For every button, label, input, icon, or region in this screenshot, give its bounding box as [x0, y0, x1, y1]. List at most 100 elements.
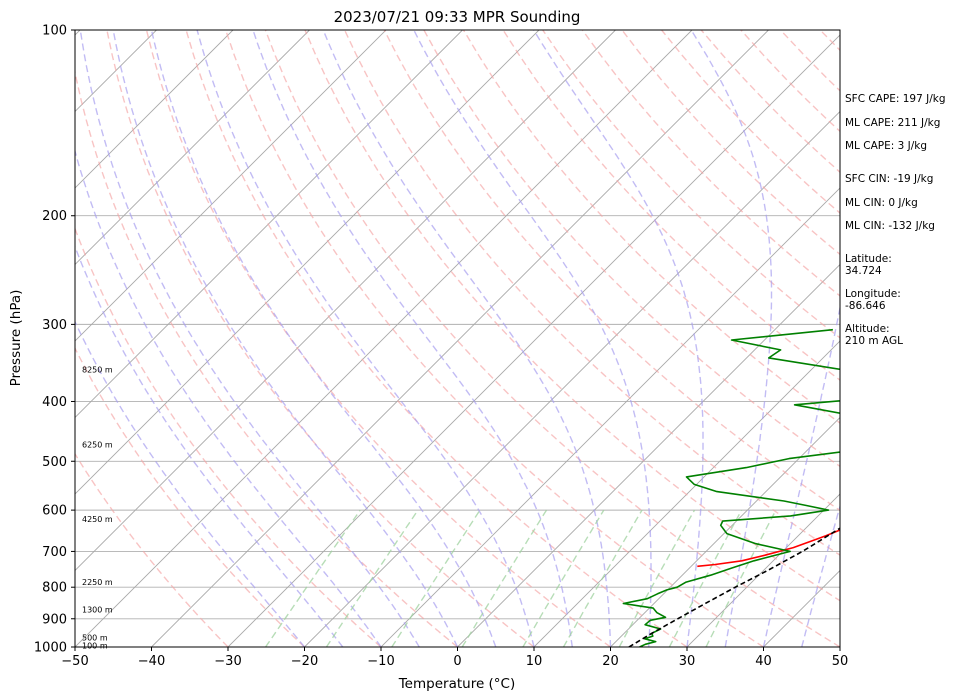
- plot-frame: [74, 29, 841, 648]
- moist-adiabat-line: [801, 503, 840, 647]
- sounding-series: [622, 328, 840, 647]
- dry-adiabat-line: [75, 452, 229, 647]
- mixing-ratio-line: [461, 509, 548, 647]
- y-axis-ticks: 1000 900 800 700 600 500 400 300 200 100: [34, 24, 75, 656]
- dry-adiabat-line: [225, 30, 764, 647]
- isotherm-line: [75, 30, 616, 572]
- dry-adiabat-line: [542, 30, 840, 339]
- dry-adiabat-line: [581, 30, 840, 297]
- isotherm-line: [304, 110, 840, 647]
- height-label: 2250 m: [82, 578, 113, 587]
- mixing-ratio-line: [705, 509, 777, 647]
- series-0-line: [697, 529, 840, 568]
- moist-adiabat-line: [252, 30, 573, 647]
- dry-adiabat-line: [502, 30, 840, 382]
- x-tick-label: −20: [291, 654, 318, 669]
- moist-adiabat-line: [79, 30, 420, 647]
- annotation-text: Longitude:: [845, 288, 901, 300]
- annotation-text: -86.646: [845, 300, 886, 312]
- x-tick-label: 50: [832, 654, 849, 669]
- isotherm-line: [75, 30, 387, 342]
- moist-adiabat-line: [533, 30, 704, 647]
- height-label: 4250 m: [82, 515, 113, 524]
- height-label: 6250 m: [82, 441, 113, 450]
- mixing-ratio-line: [391, 509, 481, 647]
- annotation-text: Altitude:: [845, 323, 890, 335]
- height-label: 100 m: [82, 642, 108, 651]
- moist-adiabat-line: [196, 30, 535, 647]
- y-tick-label: 1000: [34, 641, 67, 656]
- y-tick-label: 800: [42, 581, 67, 596]
- y-axis-label: Pressure (hPa): [8, 290, 24, 387]
- moist-adiabat-line: [75, 320, 306, 647]
- isotherm-line: [610, 416, 840, 647]
- isotherm-line: [227, 34, 840, 647]
- x-tick-label: 10: [526, 654, 543, 669]
- pressure-grid: [75, 29, 840, 648]
- isotherm-line: [75, 30, 310, 266]
- dry-adiabat-line: [423, 30, 840, 468]
- dry-adiabat-line: [304, 30, 840, 602]
- dry-adiabat-line: [106, 30, 535, 647]
- y-tick-label: 300: [42, 318, 67, 333]
- annotation-text: Latitude:: [845, 253, 892, 265]
- annotation-text: ML CAPE: 211 J/kg: [845, 117, 940, 129]
- y-tick-label: 200: [42, 209, 67, 224]
- dry-adiabat-line: [75, 346, 305, 647]
- isotherm-line: [75, 30, 234, 189]
- mixing-ratio-line: [522, 509, 605, 647]
- annotation-text: 210 m AGL: [845, 335, 903, 347]
- height-label: 500 m: [82, 633, 108, 642]
- x-tick-label: −10: [367, 654, 394, 669]
- x-axis-ticks: −50 −40 −30 −20 −10 0 10 20 30 40 50: [61, 647, 848, 669]
- mixing-ratio-line: [668, 509, 743, 647]
- isotherm-line: [75, 30, 463, 419]
- x-tick-label: 30: [679, 654, 696, 669]
- moist-adiabat-line: [150, 30, 497, 647]
- dry-adiabat-line: [343, 30, 840, 556]
- y-tick-label: 900: [42, 612, 67, 627]
- mixing-ratio-line: [562, 509, 643, 647]
- series-1-line: [622, 328, 840, 647]
- y-tick-label: 600: [42, 504, 67, 519]
- annotation-text: ML CIN: -132 J/kg: [845, 220, 935, 232]
- dry-adiabat-line: [462, 30, 840, 424]
- x-tick-label: −50: [61, 654, 88, 669]
- moist-adiabat-line: [762, 304, 840, 647]
- dry-adiabat-line: [75, 68, 458, 647]
- isotherm-line: [686, 493, 840, 647]
- mixing-ratio-line: [325, 509, 419, 647]
- moist-adiabat-line: [413, 30, 652, 647]
- x-tick-label: 20: [602, 654, 619, 669]
- annotation-text: 34.724: [845, 265, 882, 277]
- annotation-text: SFC CIN: -19 J/kg: [845, 173, 933, 185]
- sounding-annotations: SFC CAPE: 197 J/kg ML CAPE: 211 J/kg ML CA…: [845, 93, 946, 347]
- isotherm-line: [533, 340, 840, 647]
- moist-adiabat-line: [75, 244, 344, 647]
- dry-adiabat-line: [383, 30, 840, 512]
- isotherm-line: [75, 30, 693, 647]
- y-tick-label: 500: [42, 455, 67, 470]
- series-2-line: [628, 527, 840, 647]
- y-tick-label: 400: [42, 395, 67, 410]
- y-tick-label: 700: [42, 545, 67, 560]
- annotation-text: SFC CAPE: 197 J/kg: [845, 93, 946, 105]
- annotation-text: ML CIN: 0 J/kg: [845, 197, 918, 209]
- mixing-ratio-line: [265, 509, 361, 647]
- height-label: 1300 m: [82, 606, 113, 615]
- isotherm-line: [75, 30, 540, 495]
- dry-adiabat-line: [185, 30, 688, 647]
- dry-adiabat-line: [145, 30, 611, 647]
- isotherm-line: [380, 187, 840, 647]
- plot-lines: [75, 30, 840, 647]
- chart-title: 2023/07/21 09:33 MPR Sounding: [334, 8, 581, 26]
- height-label: 8250 m: [82, 365, 113, 374]
- mixing-ratio-line: [618, 509, 696, 647]
- x-axis-label: Temperature (°C): [398, 676, 516, 692]
- x-tick-label: −40: [138, 654, 165, 669]
- isotherm-line: [457, 263, 840, 647]
- annotation-text: ML CAPE: 3 J/kg: [845, 140, 927, 152]
- x-tick-label: 40: [755, 654, 772, 669]
- y-tick-label: 100: [42, 24, 67, 39]
